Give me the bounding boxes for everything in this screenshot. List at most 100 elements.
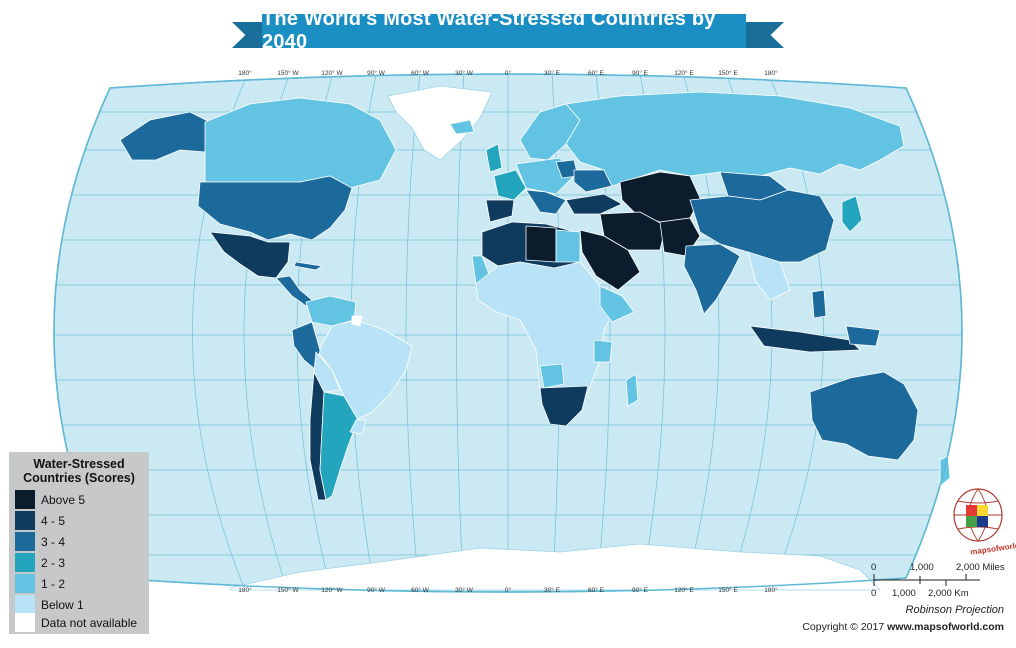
italy-balkans — [525, 189, 567, 215]
grat-bottom-1: 150° W — [277, 586, 299, 594]
guiana — [351, 315, 363, 327]
grat-bottom-2: 120° W — [321, 586, 343, 594]
legend-item-3-4: 3 - 4 — [15, 532, 65, 551]
grat-bottom-3: 90° W — [367, 586, 386, 594]
legend-label: Data not available — [41, 615, 138, 630]
scale-km-0: 0 — [871, 588, 877, 599]
grat-bottom-5: 30° W — [455, 586, 474, 594]
grat-top-0: 180° — [238, 69, 252, 77]
united-states — [197, 175, 353, 241]
grat-top-8: 60° E — [588, 69, 605, 77]
mexico — [209, 231, 291, 279]
france — [493, 169, 527, 201]
spain — [485, 199, 515, 223]
legend-swatch — [15, 490, 35, 509]
map-title: The World's Most Water-Stressed Countrie… — [262, 8, 746, 53]
title-ribbon: The World's Most Water-Stressed Countrie… — [0, 0, 1016, 60]
australia — [809, 371, 919, 461]
legend-swatch — [15, 532, 35, 551]
grat-bottom-11: 150° E — [718, 586, 738, 594]
papua — [845, 325, 881, 347]
grat-top-10: 120° E — [674, 69, 694, 77]
greenland — [387, 85, 493, 161]
legend-item-below-1: Below 1 — [15, 595, 84, 614]
legend-label: 1 - 2 — [41, 576, 66, 591]
egypt — [555, 229, 581, 263]
grat-top-12: 180° — [764, 69, 778, 77]
projection-label: Robinson Projection — [905, 604, 1004, 616]
legend-swatch — [15, 553, 35, 572]
grat-top-1: 150° W — [277, 69, 299, 77]
grat-bottom-10: 120° E — [674, 586, 694, 594]
russia — [565, 91, 905, 187]
legend-label: Below 1 — [41, 597, 84, 612]
legend-swatch — [15, 595, 35, 614]
legend-title: Water-Stressed Countries (Scores) — [9, 452, 149, 485]
copyright: Copyright © 2017 www.mapsofworld.com — [802, 621, 1004, 633]
landmasses — [119, 85, 951, 591]
grat-bottom-4: 60° W — [411, 586, 430, 594]
libya — [525, 225, 557, 263]
legend-swatch — [15, 511, 35, 530]
legend-item-no-data: Data not available — [15, 613, 137, 632]
legend-label: 2 - 3 — [41, 555, 66, 570]
bolivia — [313, 351, 341, 393]
scale-km-2000: 2,000 Km — [928, 588, 969, 599]
legend-label: Above 5 — [41, 492, 86, 507]
tanzania — [593, 339, 613, 363]
southern-africa — [539, 385, 589, 427]
copyright-site-link[interactable]: www.mapsofworld.com — [887, 621, 1004, 633]
copyright-prefix: Copyright © 2017 — [802, 621, 888, 633]
scale-miles-2000: 2,000 Miles — [956, 562, 1005, 573]
mapsofworld-logo: mapsofworld.com — [930, 485, 1016, 557]
scale-miles-0: 0 — [871, 562, 877, 573]
legend-swatch — [15, 613, 35, 632]
legend-item-1-2: 1 - 2 — [15, 574, 65, 593]
grat-bottom-0: 180° — [238, 586, 252, 594]
madagascar — [625, 373, 639, 407]
legend-label: 4 - 5 — [41, 513, 66, 528]
antarctica — [229, 543, 881, 591]
grat-top-5: 30° W — [455, 69, 474, 77]
legend-item-above-5: Above 5 — [15, 490, 85, 509]
legend-title-line2: Countries (Scores) — [23, 471, 135, 485]
philippines — [811, 289, 827, 319]
ethiopia-somalia — [599, 285, 635, 323]
grat-top-4: 60° W — [411, 69, 430, 77]
scale-km-1000: 1,000 — [892, 588, 916, 599]
grat-bottom-12: 180° — [764, 586, 778, 594]
korea-japan — [841, 195, 863, 233]
indonesia — [749, 325, 861, 353]
legend-item-4-5: 4 - 5 — [15, 511, 65, 530]
argentina — [319, 391, 359, 501]
central-america — [275, 275, 313, 307]
scale-bar: 0 1,000 2,000 Miles 0 1,000 2,000 Km — [868, 560, 1008, 600]
graticule-labels-top: 180° 150° W 120° W 90° W 60° W 30° W 0° … — [238, 69, 778, 77]
ukraine — [573, 169, 613, 193]
turkey-caucasus — [565, 193, 623, 215]
legend-title-line1: Water-Stressed — [33, 457, 125, 471]
grat-bottom-6: 0° — [505, 586, 512, 594]
legend: Water-Stressed Countries (Scores) Above … — [9, 452, 149, 634]
iceland — [449, 119, 475, 135]
globe-logo-icon — [953, 488, 1003, 542]
legend-item-2-3: 2 - 3 — [15, 553, 65, 572]
grat-bottom-8: 60° E — [588, 586, 605, 594]
angola — [539, 363, 565, 389]
arabia — [579, 229, 641, 291]
cuba — [293, 261, 323, 271]
grat-top-2: 120° W — [321, 69, 343, 77]
legend-swatch — [15, 574, 35, 593]
grat-top-3: 90° W — [367, 69, 386, 77]
sub-saharan-africa — [475, 261, 623, 415]
grat-bottom-9: 90° E — [632, 586, 649, 594]
grat-top-6: 0° — [505, 69, 512, 77]
scale-miles-1000: 1,000 — [910, 562, 934, 573]
graticule-labels-bottom: 180° 150° W 120° W 90° W 60° W 30° W 0° … — [238, 586, 778, 594]
legend-label: 3 - 4 — [41, 534, 66, 549]
uk — [485, 143, 503, 173]
grat-top-11: 150° E — [718, 69, 738, 77]
grat-top-9: 90° E — [632, 69, 649, 77]
india — [683, 243, 741, 315]
